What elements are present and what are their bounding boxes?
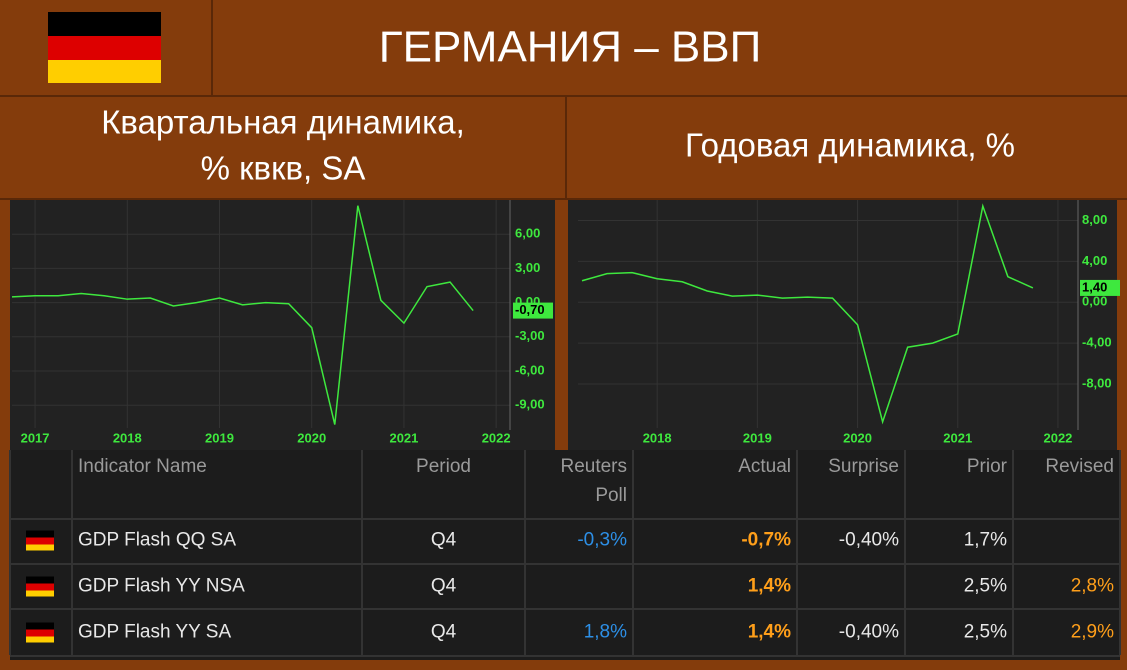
x-tick-label: 2021	[943, 430, 972, 445]
y-tick-label: -6,00	[515, 362, 545, 377]
column-header: Actual	[738, 456, 791, 477]
title: ГЕРМАНИЯ – ВВП	[379, 23, 761, 72]
y-tick-label: -8,00	[1082, 375, 1112, 390]
table-cell: 1,4%	[748, 622, 791, 643]
table-cell: Q4	[431, 530, 457, 551]
flag	[26, 576, 54, 584]
table-cell: 2,9%	[1071, 622, 1114, 643]
y-tick-label: -9,00	[515, 397, 545, 412]
table-cell: 2,5%	[964, 576, 1007, 597]
flag	[26, 622, 54, 630]
table-cell: -0,7%	[741, 530, 791, 551]
table-cell: -0,40%	[839, 530, 899, 551]
table	[10, 450, 1120, 660]
column-header: Revised	[1045, 456, 1114, 477]
line	[581, 203, 1034, 425]
table-cell: Q4	[431, 576, 457, 597]
flag	[26, 629, 54, 637]
table-cell: 1,4%	[748, 576, 791, 597]
table-cell: 2,5%	[964, 622, 1007, 643]
x-tick-label: 2022	[1043, 430, 1072, 445]
y-tick-label: 3,00	[515, 260, 540, 275]
table-cell: -0,40%	[839, 622, 899, 643]
value-label-bg	[1080, 279, 1120, 296]
chart-panel	[10, 200, 555, 450]
column-header: Surprise	[828, 456, 899, 477]
value-label: 1,40	[1082, 279, 1107, 294]
table-cell: 1,7%	[964, 530, 1007, 551]
flag	[26, 544, 54, 551]
y-tick-label: 0,00	[1082, 294, 1107, 309]
flag	[26, 530, 54, 538]
y-tick-label: -3,00	[515, 328, 545, 343]
x-tick-label: 2020	[297, 430, 326, 445]
column-header: Indicator Name	[78, 456, 207, 477]
x-tick-label: 2020	[843, 430, 872, 445]
y-tick-label: 6,00	[515, 226, 540, 241]
column-header: Reuters	[560, 456, 627, 477]
column-header: Period	[416, 456, 471, 477]
value-label-bg	[513, 302, 553, 319]
column-header: Prior	[967, 456, 1008, 477]
x-tick-label: 2022	[482, 430, 511, 445]
x-tick-label: 2019	[205, 430, 234, 445]
flag	[48, 12, 161, 83]
flag	[26, 583, 54, 591]
y-tick-label: -4,00	[1082, 335, 1112, 350]
subtitle: Годовая динамика, %	[685, 127, 1015, 164]
table-cell: 1,8%	[584, 622, 627, 643]
flag	[26, 636, 54, 643]
table-cell: GDP Flash YY NSA	[78, 576, 245, 597]
x-tick-label: 2021	[389, 430, 418, 445]
flag	[26, 590, 54, 597]
x-tick-label: 2017	[21, 430, 50, 445]
header: ГЕРМАНИЯ – ВВП	[0, 0, 1127, 200]
table-cell: 2,8%	[1071, 576, 1114, 597]
line	[11, 205, 474, 425]
value-label: -0,70	[515, 302, 545, 317]
x-tick-label: 2018	[643, 430, 672, 445]
table-cell: Q4	[431, 622, 457, 643]
x-tick-label: 2019	[743, 430, 772, 445]
table-cell: GDP Flash YY SA	[78, 622, 231, 643]
column-header: Poll	[595, 485, 627, 506]
flag	[26, 537, 54, 545]
subtitle: % квкв, SA	[201, 150, 366, 187]
subtitle: Квартальная динамика,	[101, 104, 465, 141]
table-cell: GDP Flash QQ SA	[78, 530, 236, 551]
y-tick-label: 4,00	[1082, 253, 1107, 268]
chart-panel	[568, 200, 1117, 450]
x-tick-label: 2018	[113, 430, 142, 445]
y-tick-label: 8,00	[1082, 212, 1107, 227]
table-cell: -0,3%	[577, 530, 627, 551]
